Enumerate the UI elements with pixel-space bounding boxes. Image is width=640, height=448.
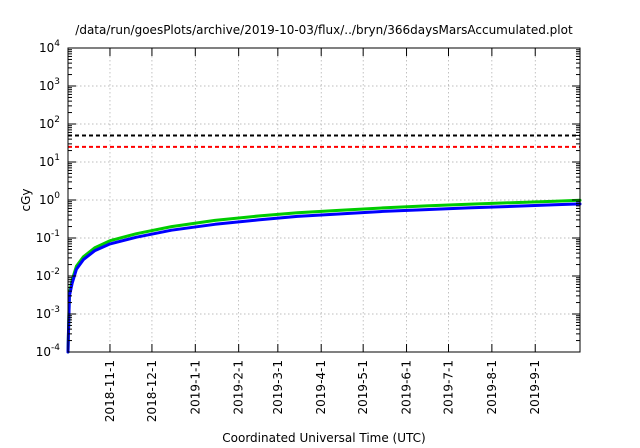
x-tick-label: 2019-2-1 [232,360,246,414]
y-tick-label: 102 [39,115,60,131]
x-tick-label: 2019-4-1 [314,360,328,414]
y-tick-label: 10-4 [36,343,61,359]
series-line-2 [66,202,582,354]
x-tick-label: 2018-12-1 [145,360,159,422]
y-tick-label: 104 [39,39,60,55]
x-tick-label: 2019-5-1 [356,360,370,414]
y-axis-label: cGy [19,189,33,212]
x-tick-label: 2019-6-1 [400,360,414,414]
y-tick-label: 103 [39,77,60,93]
grid [68,48,580,352]
x-tick-label: 2019-9-1 [528,360,542,414]
series-line-1 [66,198,582,354]
y-tick-label: 10-1 [36,229,60,245]
x-tick-label: 2018-11-1 [103,360,117,422]
x-tick-label: 2019-8-1 [485,360,499,414]
y-tick-label: 10-2 [36,267,60,283]
y-tick-label: 10-3 [36,305,60,321]
series-group [66,198,582,354]
reference-lines [68,134,580,148]
x-axis-ticks: 2018-11-1 2018-12-1 2019-1-1 2019-2-1 2019-3… [103,48,542,422]
y-tick-label: 100 [39,191,60,207]
y-tick-label: 101 [39,153,60,169]
x-tick-label: 2019-3-1 [271,360,285,414]
chart-title: /data/run/goesPlots/archive/2019-10-03/f… [75,23,573,37]
y-axis-ticks: 10-4 10-3 10-2 10-1 100 101 102 103 104 [36,39,580,359]
x-tick-label: 2019-7-1 [442,360,456,414]
x-tick-label: 2019-1-1 [188,360,202,414]
x-axis-label: Coordinated Universal Time (UTC) [222,431,425,445]
